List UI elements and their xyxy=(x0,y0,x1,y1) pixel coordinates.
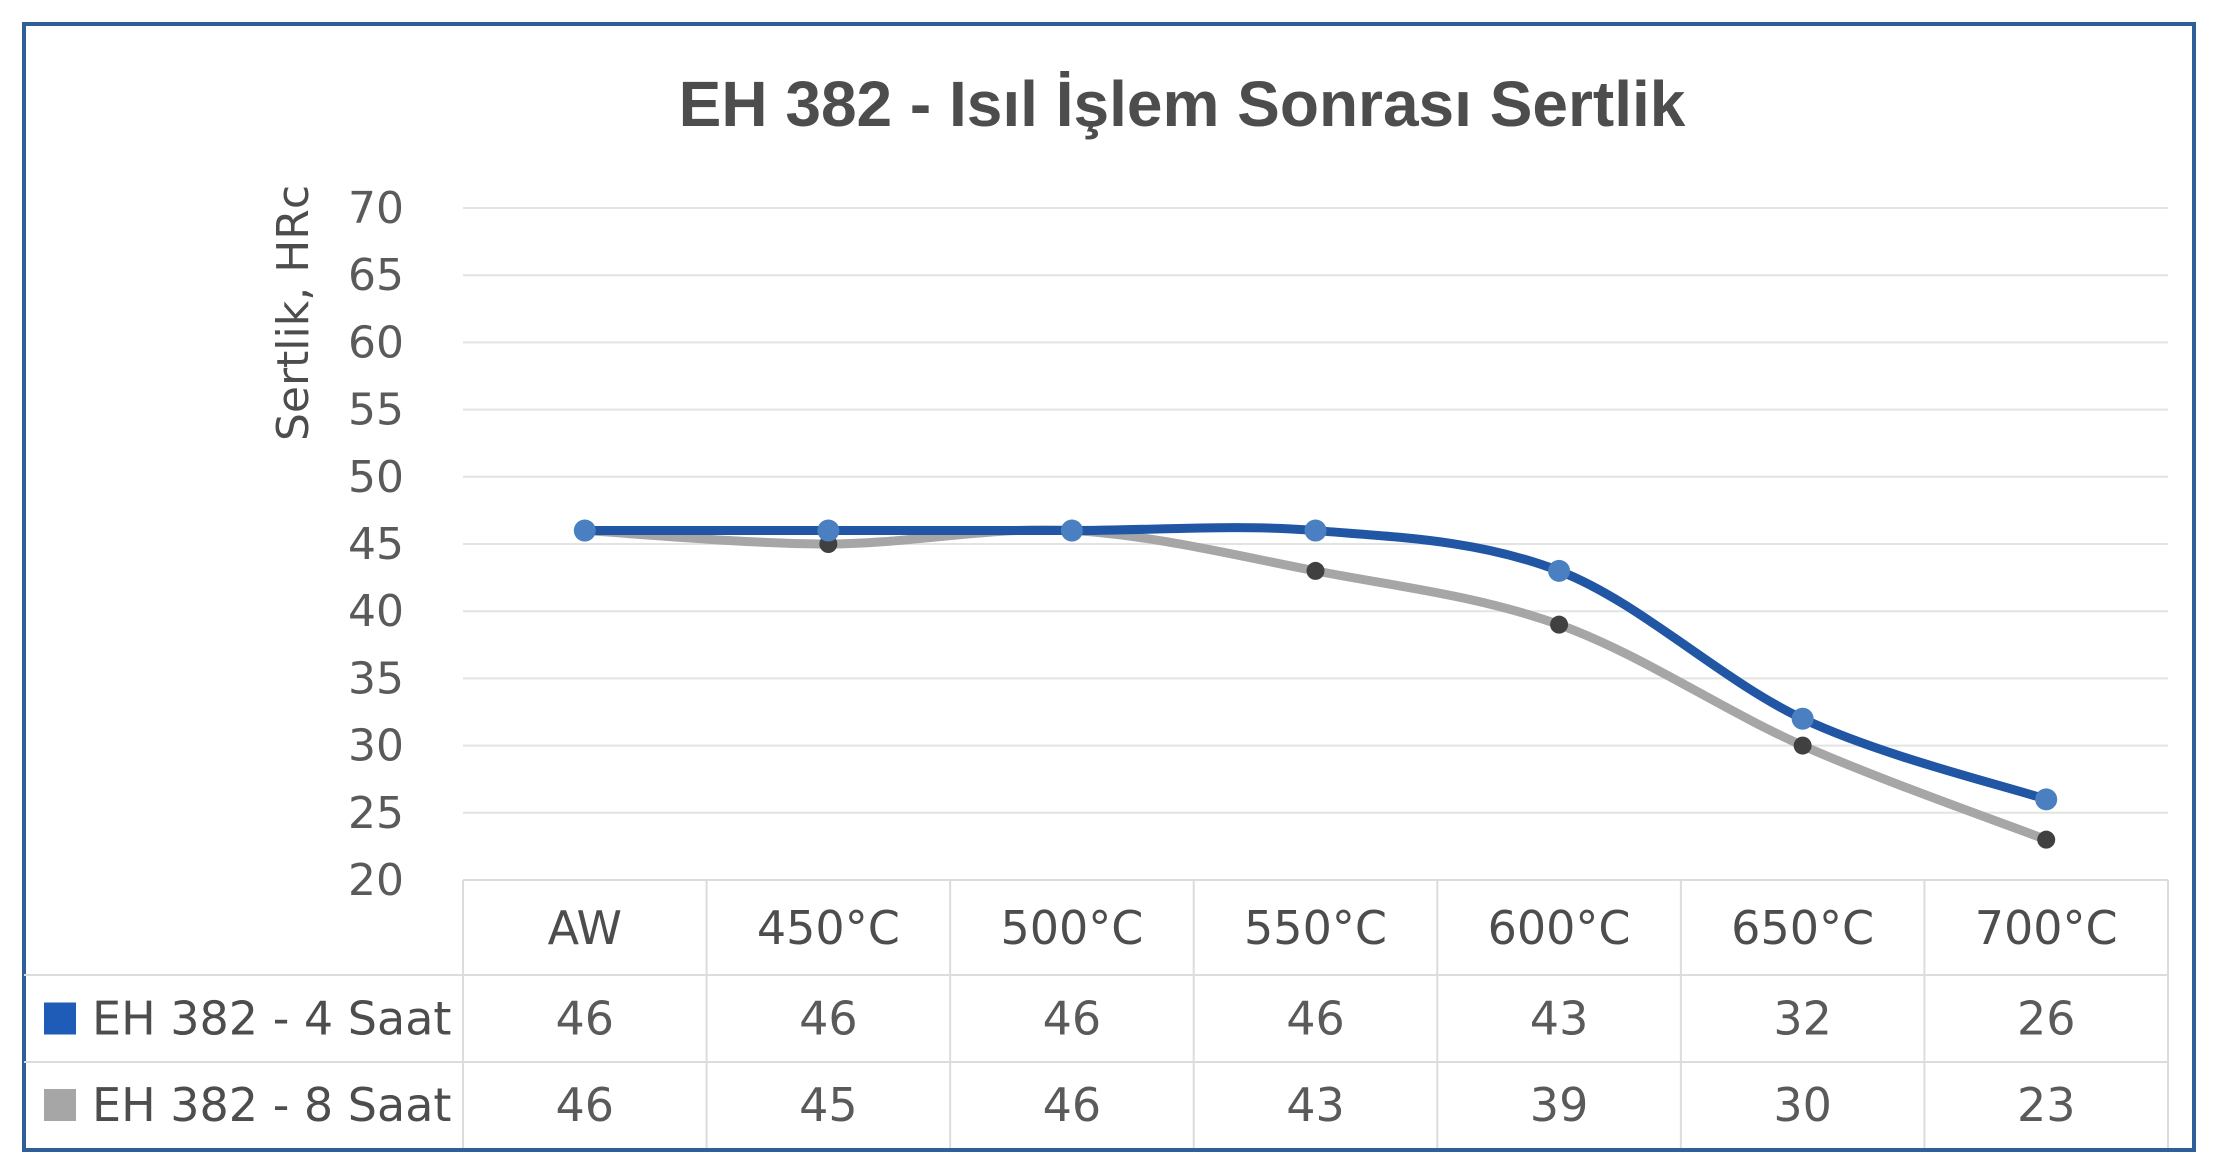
data-point xyxy=(1304,519,1327,542)
y-tick-label: 55 xyxy=(348,385,404,436)
data-point xyxy=(573,519,596,542)
y-tick-labels: 20 25 30 35 40 45 50 55 60 65 70 xyxy=(348,183,404,906)
data-table-value: 26 xyxy=(2017,992,2076,1046)
x-tick-label: 550°C xyxy=(1244,901,1387,955)
data-table-value: 30 xyxy=(1773,1078,1832,1132)
y-tick-label: 60 xyxy=(348,317,404,368)
y-tick-label: 70 xyxy=(348,183,404,234)
chart-title: EH 382 - Isıl İşlem Sonrası Sertlik xyxy=(679,68,1686,140)
data-point xyxy=(1793,736,1812,755)
data-table-value: 46 xyxy=(556,1078,615,1132)
y-axis-label: Sertlik, HRc xyxy=(268,185,319,441)
data-table-value: 43 xyxy=(1286,1078,1345,1132)
gridlines xyxy=(463,207,2168,814)
data-table-value: 46 xyxy=(1043,992,1102,1046)
data-point xyxy=(1306,561,1325,580)
data-table-value: 46 xyxy=(556,992,615,1046)
data-table-value: 32 xyxy=(1773,992,1832,1046)
x-tick-label: 700°C xyxy=(1975,901,2118,955)
data-point xyxy=(1060,519,1083,542)
data-point xyxy=(817,519,840,542)
y-tick-label: 40 xyxy=(348,586,404,637)
data-point xyxy=(1791,707,1814,730)
y-tick-label: 35 xyxy=(348,653,404,704)
data-table-value: 43 xyxy=(1530,992,1589,1046)
data-table-value: 46 xyxy=(799,992,858,1046)
x-tick-label: 450°C xyxy=(757,901,900,955)
legend-key xyxy=(44,1089,76,1121)
x-tick-label: 500°C xyxy=(1000,901,1143,955)
legend-label: EH 382 - 8 Saat xyxy=(92,1078,451,1132)
legend-label: EH 382 - 4 Saat xyxy=(92,992,451,1046)
data-point xyxy=(2037,830,2056,849)
data-table-value: 46 xyxy=(1286,992,1345,1046)
data-table-value: 23 xyxy=(2017,1078,2076,1132)
y-tick-label: 20 xyxy=(348,855,404,906)
x-tick-label: 600°C xyxy=(1488,901,1631,955)
y-tick-label: 50 xyxy=(348,452,404,503)
data-point xyxy=(2035,788,2058,811)
y-tick-label: 25 xyxy=(348,788,404,839)
y-tick-label: 30 xyxy=(348,721,404,772)
data-table-value: 46 xyxy=(1043,1078,1102,1132)
series-lines xyxy=(573,519,2058,849)
data-table: AW 450°C 500°C 550°C 600°C 650°C 700°C EH 382 -… xyxy=(24,879,2169,1148)
data-table-value: 45 xyxy=(799,1078,858,1132)
chart-frame xyxy=(22,22,2196,1152)
y-tick-label: 65 xyxy=(348,250,404,301)
x-tick-label: AW xyxy=(548,901,622,955)
y-tick-label: 45 xyxy=(348,519,404,570)
legend-key xyxy=(44,1002,76,1035)
data-point xyxy=(1548,559,1571,582)
x-tick-label: 650°C xyxy=(1731,901,1874,955)
data-table-value: 39 xyxy=(1530,1078,1589,1132)
data-point xyxy=(1550,615,1569,634)
